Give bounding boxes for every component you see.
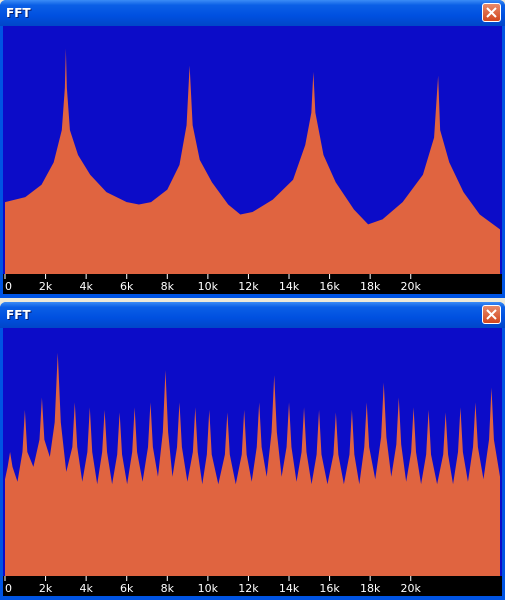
x-tick-label: 16k (319, 582, 340, 595)
x-tick-label: 20k (401, 582, 422, 595)
x-tick-label: 14k (279, 280, 300, 293)
x-tick-label: 2k (39, 582, 53, 595)
spectrum-area (5, 48, 500, 274)
x-tick-label: 0 (5, 280, 12, 293)
x-tick-label: 12k (238, 280, 259, 293)
close-button[interactable] (482, 3, 501, 22)
x-tick-label: 20k (401, 280, 422, 293)
x-tick-label: 0 (5, 582, 12, 595)
x-tick-label: 16k (319, 280, 340, 293)
x-tick-label: 12k (238, 582, 259, 595)
title-bar: FFT (0, 0, 505, 26)
title-bar: FFT (0, 302, 505, 328)
x-tick-label: 8k (161, 582, 175, 595)
fft-window: FFT 0 2k 4k 6k 8k 10k 12k 14k 16k 18k 20k (0, 302, 505, 600)
window-title: FFT (6, 308, 31, 322)
close-icon (486, 7, 497, 18)
x-tick-label: 6k (120, 582, 134, 595)
x-tick-label: 2k (39, 280, 53, 293)
spectrum: 0 2k 4k 6k 8k 10k 12k 14k 16k 18k 20k (3, 26, 502, 294)
window-title: FFT (6, 6, 31, 20)
close-button[interactable] (482, 305, 501, 324)
spectrum: 0 2k 4k 6k 8k 10k 12k 14k 16k 18k 20k (3, 328, 502, 596)
x-tick-label: 18k (360, 280, 381, 293)
close-icon (486, 309, 497, 320)
axis-strip (3, 274, 502, 294)
x-tick-label: 4k (79, 280, 93, 293)
x-tick-label: 4k (79, 582, 93, 595)
x-tick-label: 14k (279, 582, 300, 595)
spectrum-area (5, 352, 500, 576)
x-tick-label: 6k (120, 280, 134, 293)
x-tick-label: 10k (198, 582, 219, 595)
x-tick-label: 18k (360, 582, 381, 595)
x-tick-label: 8k (161, 280, 175, 293)
axis-strip (3, 576, 502, 596)
x-tick-label: 10k (198, 280, 219, 293)
fft-window: FFT 0 2k 4k 6k 8k 10k 12k 14k 16k 18k 20k (0, 0, 505, 298)
